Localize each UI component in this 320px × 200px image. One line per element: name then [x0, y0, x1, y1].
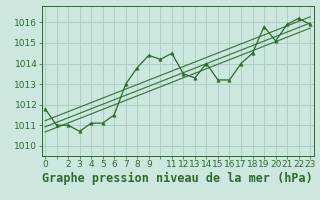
X-axis label: Graphe pression niveau de la mer (hPa): Graphe pression niveau de la mer (hPa) — [42, 172, 313, 185]
